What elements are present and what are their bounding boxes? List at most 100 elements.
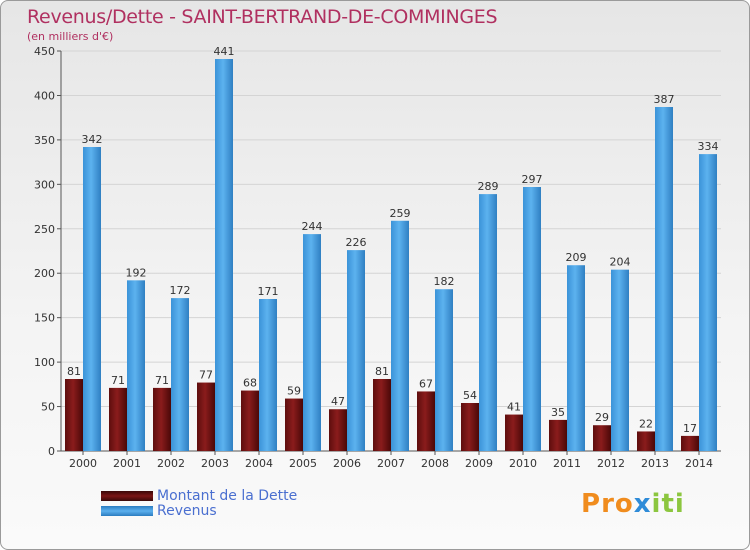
logo-letter: i xyxy=(674,489,685,519)
x-tick-label-2013: 2013 xyxy=(641,457,669,470)
x-tick-label-2011: 2011 xyxy=(553,457,581,470)
bar-revenus-2003 xyxy=(215,59,233,451)
bar-revenus-2013 xyxy=(655,107,673,451)
bar-dette-2008 xyxy=(417,391,435,451)
data-label-dette-2012: 29 xyxy=(595,411,609,424)
bar-revenus-2006 xyxy=(347,250,365,451)
bar-dette-2011 xyxy=(549,419,567,451)
x-tick-label-2007: 2007 xyxy=(377,457,405,470)
legend-item-revenus: Revenus xyxy=(101,503,217,519)
data-label-dette-2010: 41 xyxy=(507,401,521,414)
y-tick-label-400: 400 xyxy=(34,89,55,102)
y-tick-label-450: 450 xyxy=(34,45,55,58)
y-tick-label-150: 150 xyxy=(34,312,55,325)
bar-dette-2000 xyxy=(65,379,83,451)
data-label-revenus-2013: 387 xyxy=(654,93,675,106)
data-label-dette-2014: 17 xyxy=(683,422,697,435)
logo-letter: o xyxy=(614,489,634,519)
x-tick-label-2000: 2000 xyxy=(69,457,97,470)
bar-dette-2009 xyxy=(461,403,479,451)
data-label-dette-2001: 71 xyxy=(111,374,125,387)
legend-swatch-dette xyxy=(101,491,153,501)
x-tick-label-2003: 2003 xyxy=(201,457,229,470)
legend-label-revenus: Revenus xyxy=(157,503,217,519)
bar-dette-2003 xyxy=(197,382,215,451)
data-label-dette-2000: 81 xyxy=(67,365,81,378)
data-label-revenus-2014: 334 xyxy=(698,140,719,153)
x-tick-label-2006: 2006 xyxy=(333,457,361,470)
data-label-revenus-2009: 289 xyxy=(478,180,499,193)
y-tick-label-300: 300 xyxy=(34,178,55,191)
y-tick-label-0: 0 xyxy=(48,445,55,458)
x-tick-label-2001: 2001 xyxy=(113,457,141,470)
logo-letter: r xyxy=(601,489,615,519)
bar-dette-2010 xyxy=(505,414,523,451)
bar-revenus-2002 xyxy=(171,298,189,451)
data-label-revenus-2008: 182 xyxy=(434,275,455,288)
bar-dette-2006 xyxy=(329,409,347,451)
logo-letter: P xyxy=(581,489,602,519)
y-tick-label-50: 50 xyxy=(41,401,55,414)
data-label-revenus-2005: 244 xyxy=(302,220,323,233)
data-label-revenus-2007: 259 xyxy=(390,207,411,220)
bar-revenus-2012 xyxy=(611,269,629,451)
bar-dette-2013 xyxy=(637,431,655,451)
x-tick-label-2009: 2009 xyxy=(465,457,493,470)
legend-item-dette: Montant de la Dette xyxy=(101,488,297,504)
x-tick-label-2004: 2004 xyxy=(245,457,273,470)
y-tick-label-200: 200 xyxy=(34,267,55,280)
bar-revenus-2001 xyxy=(127,280,145,451)
data-label-dette-2006: 47 xyxy=(331,395,345,408)
data-label-dette-2008: 67 xyxy=(419,377,433,390)
bar-dette-2005 xyxy=(285,398,303,451)
data-label-dette-2003: 77 xyxy=(199,369,213,382)
x-tick-label-2002: 2002 xyxy=(157,457,185,470)
bar-dette-2007 xyxy=(373,379,391,451)
y-tick-label-100: 100 xyxy=(34,356,55,369)
bar-revenus-2010 xyxy=(523,187,541,451)
bar-dette-2002 xyxy=(153,387,171,451)
chart-title: Revenus/Dette - SAINT-BERTRAND-DE-COMMIN… xyxy=(27,6,498,28)
data-label-revenus-2003: 441 xyxy=(214,45,235,58)
bar-revenus-2005 xyxy=(303,234,321,451)
data-label-revenus-2010: 297 xyxy=(522,173,543,186)
bar-dette-2014 xyxy=(681,435,699,451)
bar-revenus-2009 xyxy=(479,194,497,451)
data-label-dette-2002: 71 xyxy=(155,374,169,387)
x-tick-label-2005: 2005 xyxy=(289,457,317,470)
data-label-dette-2013: 22 xyxy=(639,417,653,430)
data-label-revenus-2002: 172 xyxy=(170,284,191,297)
legend-label-dette: Montant de la Dette xyxy=(157,488,298,504)
bar-revenus-2011 xyxy=(567,265,585,451)
bar-revenus-2004 xyxy=(259,299,277,451)
x-tick-label-2012: 2012 xyxy=(597,457,625,470)
data-label-dette-2005: 59 xyxy=(287,385,301,398)
legend-swatch-revenus xyxy=(101,506,153,516)
data-label-revenus-2006: 226 xyxy=(346,236,367,249)
logo-letter: i xyxy=(651,489,662,519)
bar-revenus-2007 xyxy=(391,220,409,451)
data-label-dette-2009: 54 xyxy=(463,389,477,402)
bar-dette-2004 xyxy=(241,390,259,451)
proxiti-logo: Proxiti xyxy=(581,489,685,519)
x-tick-label-2010: 2010 xyxy=(509,457,537,470)
logo-letter: t xyxy=(661,489,675,519)
data-label-revenus-2011: 209 xyxy=(566,251,587,264)
bar-dette-2001 xyxy=(109,387,127,451)
data-label-revenus-2004: 171 xyxy=(258,285,279,298)
bar-dette-2012 xyxy=(593,425,611,451)
logo-letter: x xyxy=(633,489,652,519)
bar-revenus-2000 xyxy=(83,147,101,451)
data-label-dette-2011: 35 xyxy=(551,406,565,419)
x-tick-label-2014: 2014 xyxy=(685,457,713,470)
data-label-revenus-2012: 204 xyxy=(610,256,631,269)
data-label-dette-2007: 81 xyxy=(375,365,389,378)
y-tick-label-350: 350 xyxy=(34,134,55,147)
data-label-revenus-2001: 192 xyxy=(126,266,147,279)
data-label-dette-2004: 68 xyxy=(243,377,257,390)
x-tick-label-2008: 2008 xyxy=(421,457,449,470)
data-label-revenus-2000: 342 xyxy=(82,133,103,146)
y-tick-label-250: 250 xyxy=(34,223,55,236)
